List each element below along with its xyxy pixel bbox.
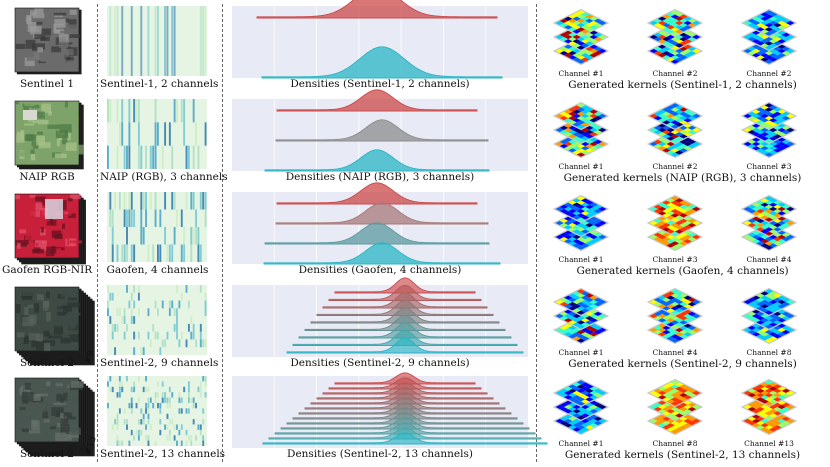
kernel-caption: Generated kernels (NAIP (RGB), 3 channel… <box>563 172 802 184</box>
kernel-stack <box>646 378 704 436</box>
density-curve <box>256 0 498 19</box>
density-caption: Densities (Sentinel-1, 2 channels) <box>290 78 470 90</box>
sensor-image-stack <box>14 377 95 457</box>
divider-right <box>536 4 537 462</box>
matrix-caption: Gaofen, 4 channels <box>106 264 209 276</box>
matrix-caption: Sentinel-2, 13 channels <box>100 448 226 460</box>
density-ridgeplot <box>232 372 548 448</box>
divider-left <box>97 4 98 462</box>
channel-matrix <box>107 285 207 355</box>
kernel-channel-label: Channel #8 <box>652 439 698 448</box>
matrix-caption: NAIP (RGB), 3 channels <box>100 171 228 183</box>
kernel-stack <box>740 287 798 345</box>
density-curve <box>261 46 503 79</box>
kernel-stack <box>552 101 610 159</box>
kernel-caption: Generated kernels (Gaofen, 4 channels) <box>576 265 789 277</box>
kernel-channel-label: Channel #13 <box>744 439 794 448</box>
sensor-image-stack <box>14 7 82 75</box>
image-texture <box>15 290 81 352</box>
kernel-channel-label: Channel #1 <box>558 348 604 357</box>
kernel-caption: Generated kernels (Sentinel-2, 13 channe… <box>564 449 801 461</box>
density-curve <box>286 337 524 354</box>
image-texture <box>15 194 82 257</box>
kernel-stack <box>740 194 798 252</box>
kernel-stack <box>740 8 798 66</box>
kernel-stack <box>646 194 704 252</box>
sensor-caption: Sentinel 2 <box>19 448 75 460</box>
kernel-caption: Generated kernels (Sentinel-2, 9 channel… <box>568 358 797 370</box>
density-ridgeplot <box>232 182 528 265</box>
channel-matrix <box>107 6 207 76</box>
kernel-stack <box>552 8 610 66</box>
kernel-channel-label: Channel #4 <box>746 255 792 264</box>
kernel-channel-label: Channel #3 <box>746 162 792 171</box>
kernel-stack <box>552 194 610 252</box>
channel-matrix <box>107 192 207 262</box>
sensor-caption: Sentinel 2 <box>19 357 75 369</box>
kernel-channel-label: Channel #1 <box>558 439 604 448</box>
density-curve <box>276 89 478 112</box>
sensor-caption: Gaofen RGB-NIR <box>2 264 93 276</box>
kernel-channel-label: Channel #1 <box>558 162 604 171</box>
divider-mid <box>222 4 223 462</box>
density-curve <box>276 182 478 205</box>
sensor-caption: Sentinel 1 <box>19 78 75 90</box>
kernel-caption: Generated kernels (Sentinel-1, 2 channel… <box>568 79 797 91</box>
channel-matrix <box>107 99 207 169</box>
kernel-stack <box>740 378 798 436</box>
kernel-channel-label: Channel #1 <box>558 255 604 264</box>
matrix-caption: Sentinel-2, 9 channels <box>100 357 219 369</box>
kernel-stack <box>646 287 704 345</box>
density-curve <box>264 149 490 172</box>
kernel-channel-label: Channel #8 <box>746 348 792 357</box>
kernel-stack <box>740 101 798 159</box>
kernel-stack <box>552 378 610 436</box>
density-ridgeplot <box>232 89 528 172</box>
kernel-channel-label: Channel #2 <box>652 162 698 171</box>
density-curve <box>275 119 489 142</box>
density-caption: Densities (NAIP (RGB), 3 channels) <box>285 171 475 183</box>
kernel-stack <box>646 101 704 159</box>
density-curve <box>262 432 548 445</box>
kernel-channel-label: Channel #1 <box>558 69 604 78</box>
kernel-channel-label: Channel #2 <box>652 69 698 78</box>
kernel-stack <box>646 8 704 66</box>
density-ridgeplot <box>232 277 528 357</box>
channel-matrix <box>107 376 207 446</box>
image-texture <box>15 8 81 67</box>
kernel-stack <box>552 287 610 345</box>
sensor-image-stack <box>14 193 86 265</box>
density-curve <box>264 222 490 245</box>
density-caption: Densities (Gaofen, 4 channels) <box>298 264 462 276</box>
kernel-channel-label: Channel #3 <box>652 255 698 264</box>
sensor-image-stack <box>14 100 84 170</box>
matrix-caption: Sentinel-1, 2 channels <box>100 78 219 90</box>
density-ridgeplot <box>232 0 528 79</box>
sensor-caption: NAIP RGB <box>19 171 75 183</box>
kernel-channel-label: Channel #4 <box>652 348 698 357</box>
density-curve <box>263 242 501 265</box>
sensor-image-stack <box>14 286 95 366</box>
image-texture <box>17 379 84 441</box>
density-caption: Densities (Sentinel-2, 13 channels) <box>287 448 473 460</box>
density-curve <box>275 202 489 225</box>
image-texture <box>15 101 84 161</box>
kernel-channel-label: Channel #2 <box>746 69 792 78</box>
density-caption: Densities (Sentinel-2, 9 channels) <box>290 357 470 369</box>
